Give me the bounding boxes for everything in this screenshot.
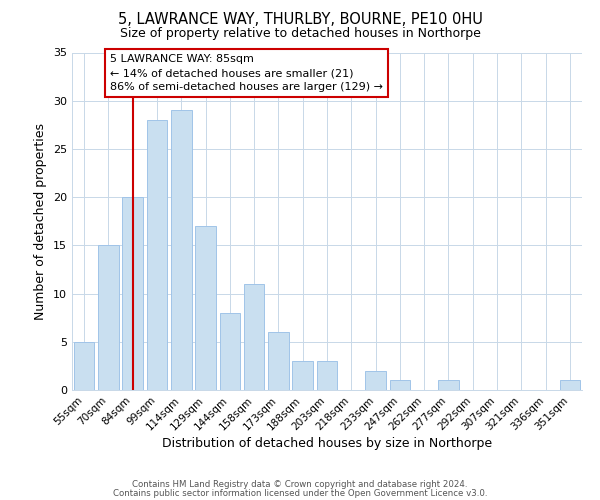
Bar [220,313,240,390]
Text: Contains public sector information licensed under the Open Government Licence v3: Contains public sector information licen… [113,488,487,498]
Bar [244,284,265,390]
Bar [438,380,459,390]
Bar [171,110,191,390]
Bar [74,342,94,390]
Bar [268,332,289,390]
Bar [560,380,580,390]
Bar [146,120,167,390]
Bar [389,380,410,390]
Bar [365,370,386,390]
Text: Size of property relative to detached houses in Northorpe: Size of property relative to detached ho… [119,28,481,40]
Bar [98,246,119,390]
Bar [292,361,313,390]
Y-axis label: Number of detached properties: Number of detached properties [34,122,47,320]
Text: Contains HM Land Registry data © Crown copyright and database right 2024.: Contains HM Land Registry data © Crown c… [132,480,468,489]
Bar [195,226,216,390]
X-axis label: Distribution of detached houses by size in Northorpe: Distribution of detached houses by size … [162,438,492,450]
Bar [317,361,337,390]
Text: 5, LAWRANCE WAY, THURLBY, BOURNE, PE10 0HU: 5, LAWRANCE WAY, THURLBY, BOURNE, PE10 0… [118,12,482,28]
Bar [122,197,143,390]
Text: 5 LAWRANCE WAY: 85sqm
← 14% of detached houses are smaller (21)
86% of semi-deta: 5 LAWRANCE WAY: 85sqm ← 14% of detached … [110,54,383,92]
